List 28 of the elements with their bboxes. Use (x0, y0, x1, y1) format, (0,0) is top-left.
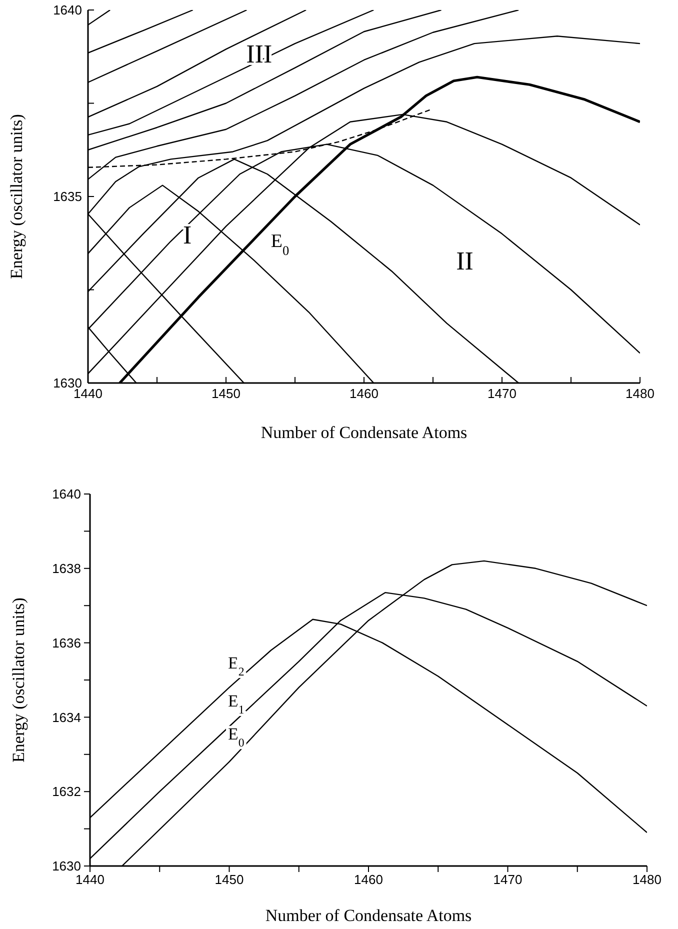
y-tick-label: 1635 (53, 189, 82, 204)
x-tick-label: 1470 (493, 872, 522, 888)
x-tick-label: 1460 (354, 872, 383, 888)
annotation: I (183, 220, 192, 250)
x-tick-label: 1450 (214, 872, 244, 888)
y-tick-label: 1634 (52, 710, 81, 725)
x-axis-title: Number of Condensate Atoms (265, 906, 472, 925)
y-axis-title: Energy (oscillator units) (7, 114, 26, 279)
series-label: E$_{0}$ (270, 231, 290, 258)
y-axis-title: Energy (oscillator units) (9, 598, 28, 762)
x-tick-label: 1480 (632, 872, 662, 888)
annotation: II (456, 246, 474, 276)
y-tick-label: 1640 (52, 486, 81, 502)
x-axis-title: Number of Condensate Atoms (260, 423, 468, 442)
y-tick-label: 1632 (52, 784, 81, 800)
x-tick-label: 1450 (212, 386, 240, 402)
y-tick-label: 1630 (52, 858, 81, 874)
series-label: E$_{0}$ (228, 724, 244, 750)
y-tick-label: 1638 (52, 561, 81, 576)
y-tick-label: 1636 (52, 635, 81, 650)
annotation: III (246, 40, 272, 69)
x-tick-label: 1480 (626, 386, 654, 402)
x-tick-label: 1460 (350, 386, 378, 402)
series-label: E$_{2}$ (228, 653, 244, 678)
x-tick-label: 1440 (76, 872, 104, 888)
x-tick-label: 1470 (488, 386, 516, 402)
y-tick-label: 1640 (53, 2, 82, 18)
series-label: E$_{1}$ (228, 692, 244, 717)
